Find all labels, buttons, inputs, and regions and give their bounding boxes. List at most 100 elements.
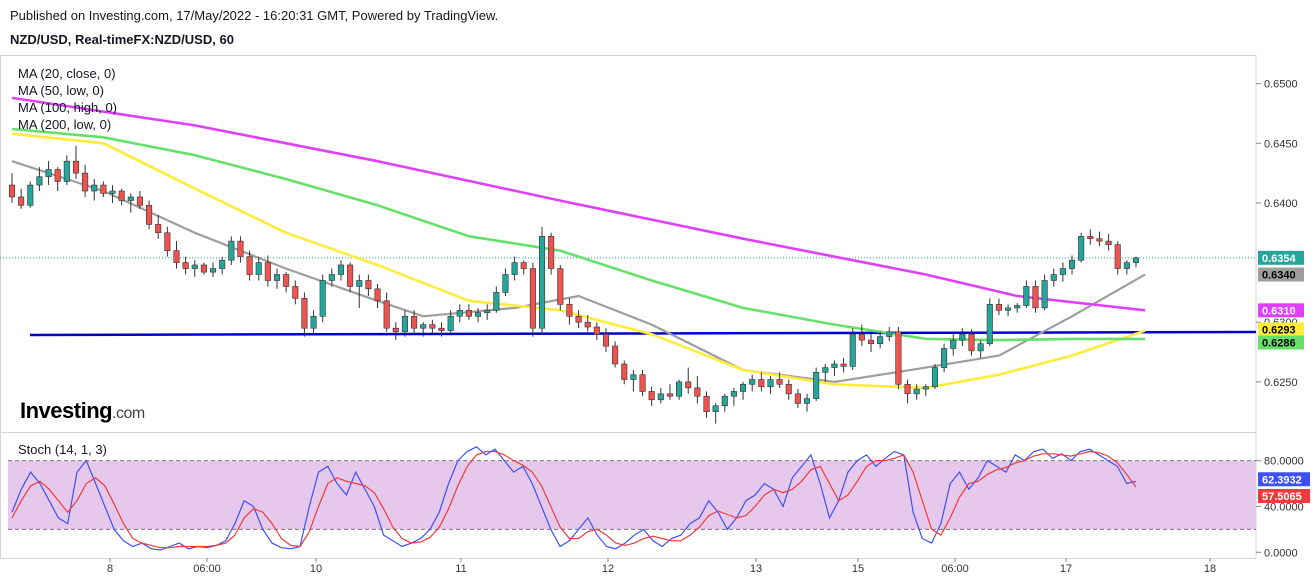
ma-line-3 [11, 127, 1146, 342]
candle-body [630, 374, 637, 380]
candle-body [420, 324, 427, 329]
candle-body [155, 224, 162, 234]
candle-body [895, 331, 902, 385]
candle-body [1059, 268, 1066, 275]
price-pane-frame [0, 55, 1257, 433]
candle-body [676, 381, 683, 397]
candle-body [968, 333, 975, 352]
support-line [29, 330, 1257, 337]
ma-line-1 [11, 160, 1146, 383]
candle-body [1023, 286, 1030, 306]
candle-body [45, 169, 52, 177]
candle-body [867, 339, 875, 345]
candle-body [721, 395, 728, 407]
candle-body [264, 262, 271, 281]
candle-body [813, 372, 820, 399]
candle-body [27, 184, 34, 206]
candle-body [648, 391, 655, 401]
candle-body [82, 172, 89, 192]
time-tick-label: 12 [602, 563, 614, 575]
candle-body [767, 379, 774, 387]
candle-body [1096, 238, 1103, 242]
candle-body [493, 292, 500, 311]
ma-100-legend: MA (100, high, 0) [18, 100, 117, 115]
price-badge [1258, 303, 1304, 318]
candle-body [475, 312, 482, 317]
candle-body [904, 383, 911, 395]
stoch-band [8, 460, 1256, 530]
candle-body [8, 184, 16, 198]
price-badge-label: 0.6354 [1262, 253, 1297, 265]
candle-body [173, 250, 180, 263]
ma-line-4 [11, 96, 1146, 312]
candle-body [219, 259, 226, 269]
candle-body [840, 363, 847, 367]
candle-body [374, 288, 381, 302]
candle-body [18, 196, 25, 206]
candle-body [191, 264, 198, 269]
candle-body [429, 324, 436, 329]
ma-line-2 [11, 132, 1146, 390]
candle-body [657, 393, 664, 401]
candle-body [237, 240, 244, 257]
time-tick-label: 10 [310, 563, 322, 575]
candle-body [392, 327, 399, 333]
price-tick-label: 0.6400 [1264, 198, 1298, 210]
stoch-badge [1258, 472, 1310, 487]
candle-body [703, 395, 710, 413]
candle-body [356, 280, 363, 287]
candle-body [319, 280, 326, 317]
investing-logo[interactable]: Investing.com [20, 398, 145, 424]
price-badge-label: 0.6286 [1262, 338, 1296, 350]
candle-body [411, 315, 418, 329]
candle-body [749, 379, 756, 385]
candle-body [447, 315, 454, 331]
candle-body [730, 391, 737, 397]
candle-body [831, 363, 838, 368]
candle-body [1078, 236, 1085, 261]
candle-body [566, 304, 573, 317]
ma-50-legend: MA (50, low, 0) [18, 83, 104, 98]
stoch-d-line [11, 450, 1137, 549]
candle-body [794, 393, 801, 404]
candle-body [922, 386, 929, 390]
candle-body [292, 286, 299, 299]
candle-body [1114, 244, 1121, 269]
time-tick-label: 06:00 [193, 563, 221, 575]
candle-body [310, 315, 317, 329]
candle-body [877, 336, 884, 345]
candle-body [511, 262, 518, 275]
candle-body [621, 363, 628, 380]
candle-body [785, 383, 792, 395]
candle-body [347, 264, 354, 287]
candle-body [182, 262, 189, 269]
price-tick-label: 0.6450 [1264, 138, 1298, 150]
candle-body [109, 190, 116, 194]
stoch-tick-label: 0.0000 [1264, 547, 1298, 559]
candle-body [118, 190, 125, 201]
candle-body [584, 321, 591, 328]
candle-body [1005, 307, 1012, 311]
candle-body [950, 339, 957, 349]
candle-body [283, 274, 290, 287]
stoch-badge [1258, 488, 1310, 503]
candle-body [502, 274, 509, 293]
candle-body [328, 274, 335, 281]
candle-body [758, 379, 765, 387]
logo-brand: Investing [20, 398, 113, 423]
stoch-tick-label: 80.0000 [1264, 456, 1304, 468]
candle-body [484, 310, 491, 313]
candle-body [1014, 305, 1021, 309]
time-tick-label: 18 [1204, 563, 1216, 575]
candle-body [712, 405, 719, 413]
candle-body [63, 160, 70, 182]
candle-body [520, 262, 527, 269]
candle-body [54, 169, 61, 182]
candle-body [1032, 286, 1039, 309]
candle-body [694, 387, 701, 397]
candle-body [91, 184, 98, 192]
candle-body [401, 315, 408, 333]
price-tick-label: 0.6250 [1264, 377, 1298, 389]
candle-body [822, 367, 829, 373]
